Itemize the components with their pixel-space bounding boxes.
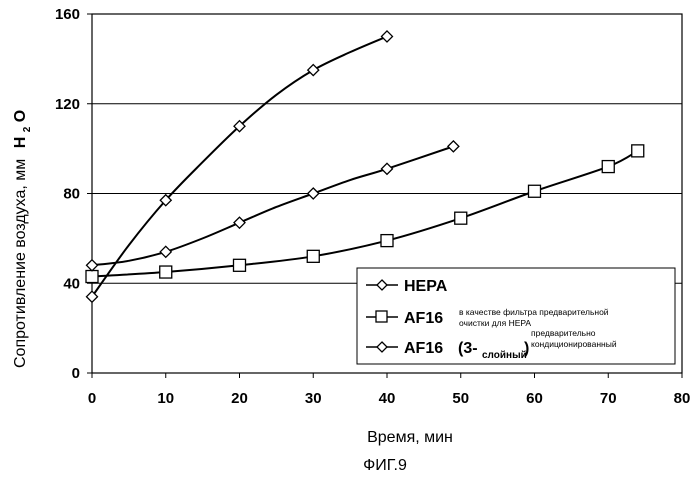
series: [86, 31, 644, 302]
y-axis-unit-o: O: [12, 110, 29, 122]
data-point-af16-3layer-3: [308, 188, 319, 199]
x-tick-label-40: 40: [379, 390, 396, 407]
legend-label-af16-3layer-paren: (3-: [458, 340, 478, 357]
x-tick-label-30: 30: [305, 390, 322, 407]
y-tick-label-160: 160: [55, 6, 80, 23]
data-point-af16-prefilter-6: [529, 185, 541, 197]
y-axis-title-text: Сопротивление воздуха, мм: [12, 159, 29, 368]
data-point-af16-prefilter-5: [455, 212, 467, 224]
y-axis-unit-h: H: [12, 137, 29, 149]
y-tick-label-40: 40: [63, 275, 80, 292]
legend-note-af16-prefilter-top: в качестве фильтра предварительной: [459, 307, 609, 317]
y-axis-unit-sub: 2: [22, 126, 33, 132]
y-tick-label-0: 0: [72, 365, 80, 382]
figure-caption: ФИГ.9: [363, 457, 407, 474]
legend-note-af16-prefilter-bottom: очистки для HEPA: [459, 318, 531, 328]
series-line-af16-3layer: [92, 146, 453, 265]
x-tick-label-20: 20: [231, 390, 248, 407]
x-tick-label-10: 10: [157, 390, 174, 407]
data-point-af16-3layer-5: [448, 141, 459, 152]
x-axis-title: Время, мин: [367, 429, 453, 446]
legend-note-af16-3layer-bottom: кондиционированный: [531, 339, 617, 349]
data-point-af16-prefilter-4: [381, 235, 393, 247]
series-line-hepa: [92, 36, 387, 296]
series-af16-prefilter: [86, 145, 644, 283]
data-point-af16-3layer-0: [87, 260, 98, 271]
data-point-af16-prefilter-1: [160, 266, 172, 278]
data-point-af16-prefilter-8: [632, 145, 644, 157]
legend-label-af16-3layer-paren-close: ): [524, 340, 529, 357]
x-tick-label-50: 50: [452, 390, 469, 407]
legend: HEPA AF16 в качестве фильтра предварител…: [357, 268, 675, 364]
series-af16-3layer: [87, 141, 459, 271]
x-tick-label-60: 60: [526, 390, 543, 407]
data-point-af16-3layer-1: [160, 246, 171, 257]
data-point-af16-prefilter-7: [602, 161, 614, 173]
series-line-af16-prefilter: [92, 151, 638, 277]
x-tick-label-80: 80: [674, 390, 691, 407]
data-point-af16-prefilter-2: [234, 259, 246, 271]
data-point-hepa-4: [382, 31, 393, 42]
y-tick-label-120: 120: [55, 96, 80, 113]
legend-label-af16-3layer: AF16: [404, 340, 443, 357]
data-point-af16-prefilter-3: [307, 250, 319, 262]
legend-label-af16-prefilter: AF16: [404, 310, 443, 327]
data-point-af16-prefilter-0: [86, 271, 98, 283]
legend-marker-af16-prefilter: [376, 311, 387, 322]
data-point-hepa-3: [308, 65, 319, 76]
y-tick-label-80: 80: [63, 186, 80, 203]
legend-note-af16-3layer-top: предварительно: [531, 328, 596, 338]
legend-label-hepa: HEPA: [404, 278, 448, 295]
x-tick-label-0: 0: [88, 390, 96, 407]
legend-label-af16-3layer-sub: слойный: [482, 350, 527, 361]
data-point-af16-3layer-4: [382, 163, 393, 174]
x-tick-label-70: 70: [600, 390, 617, 407]
data-point-af16-3layer-2: [234, 217, 245, 228]
y-axis-title: Сопротивление воздуха, мм H 2 O: [12, 110, 34, 368]
